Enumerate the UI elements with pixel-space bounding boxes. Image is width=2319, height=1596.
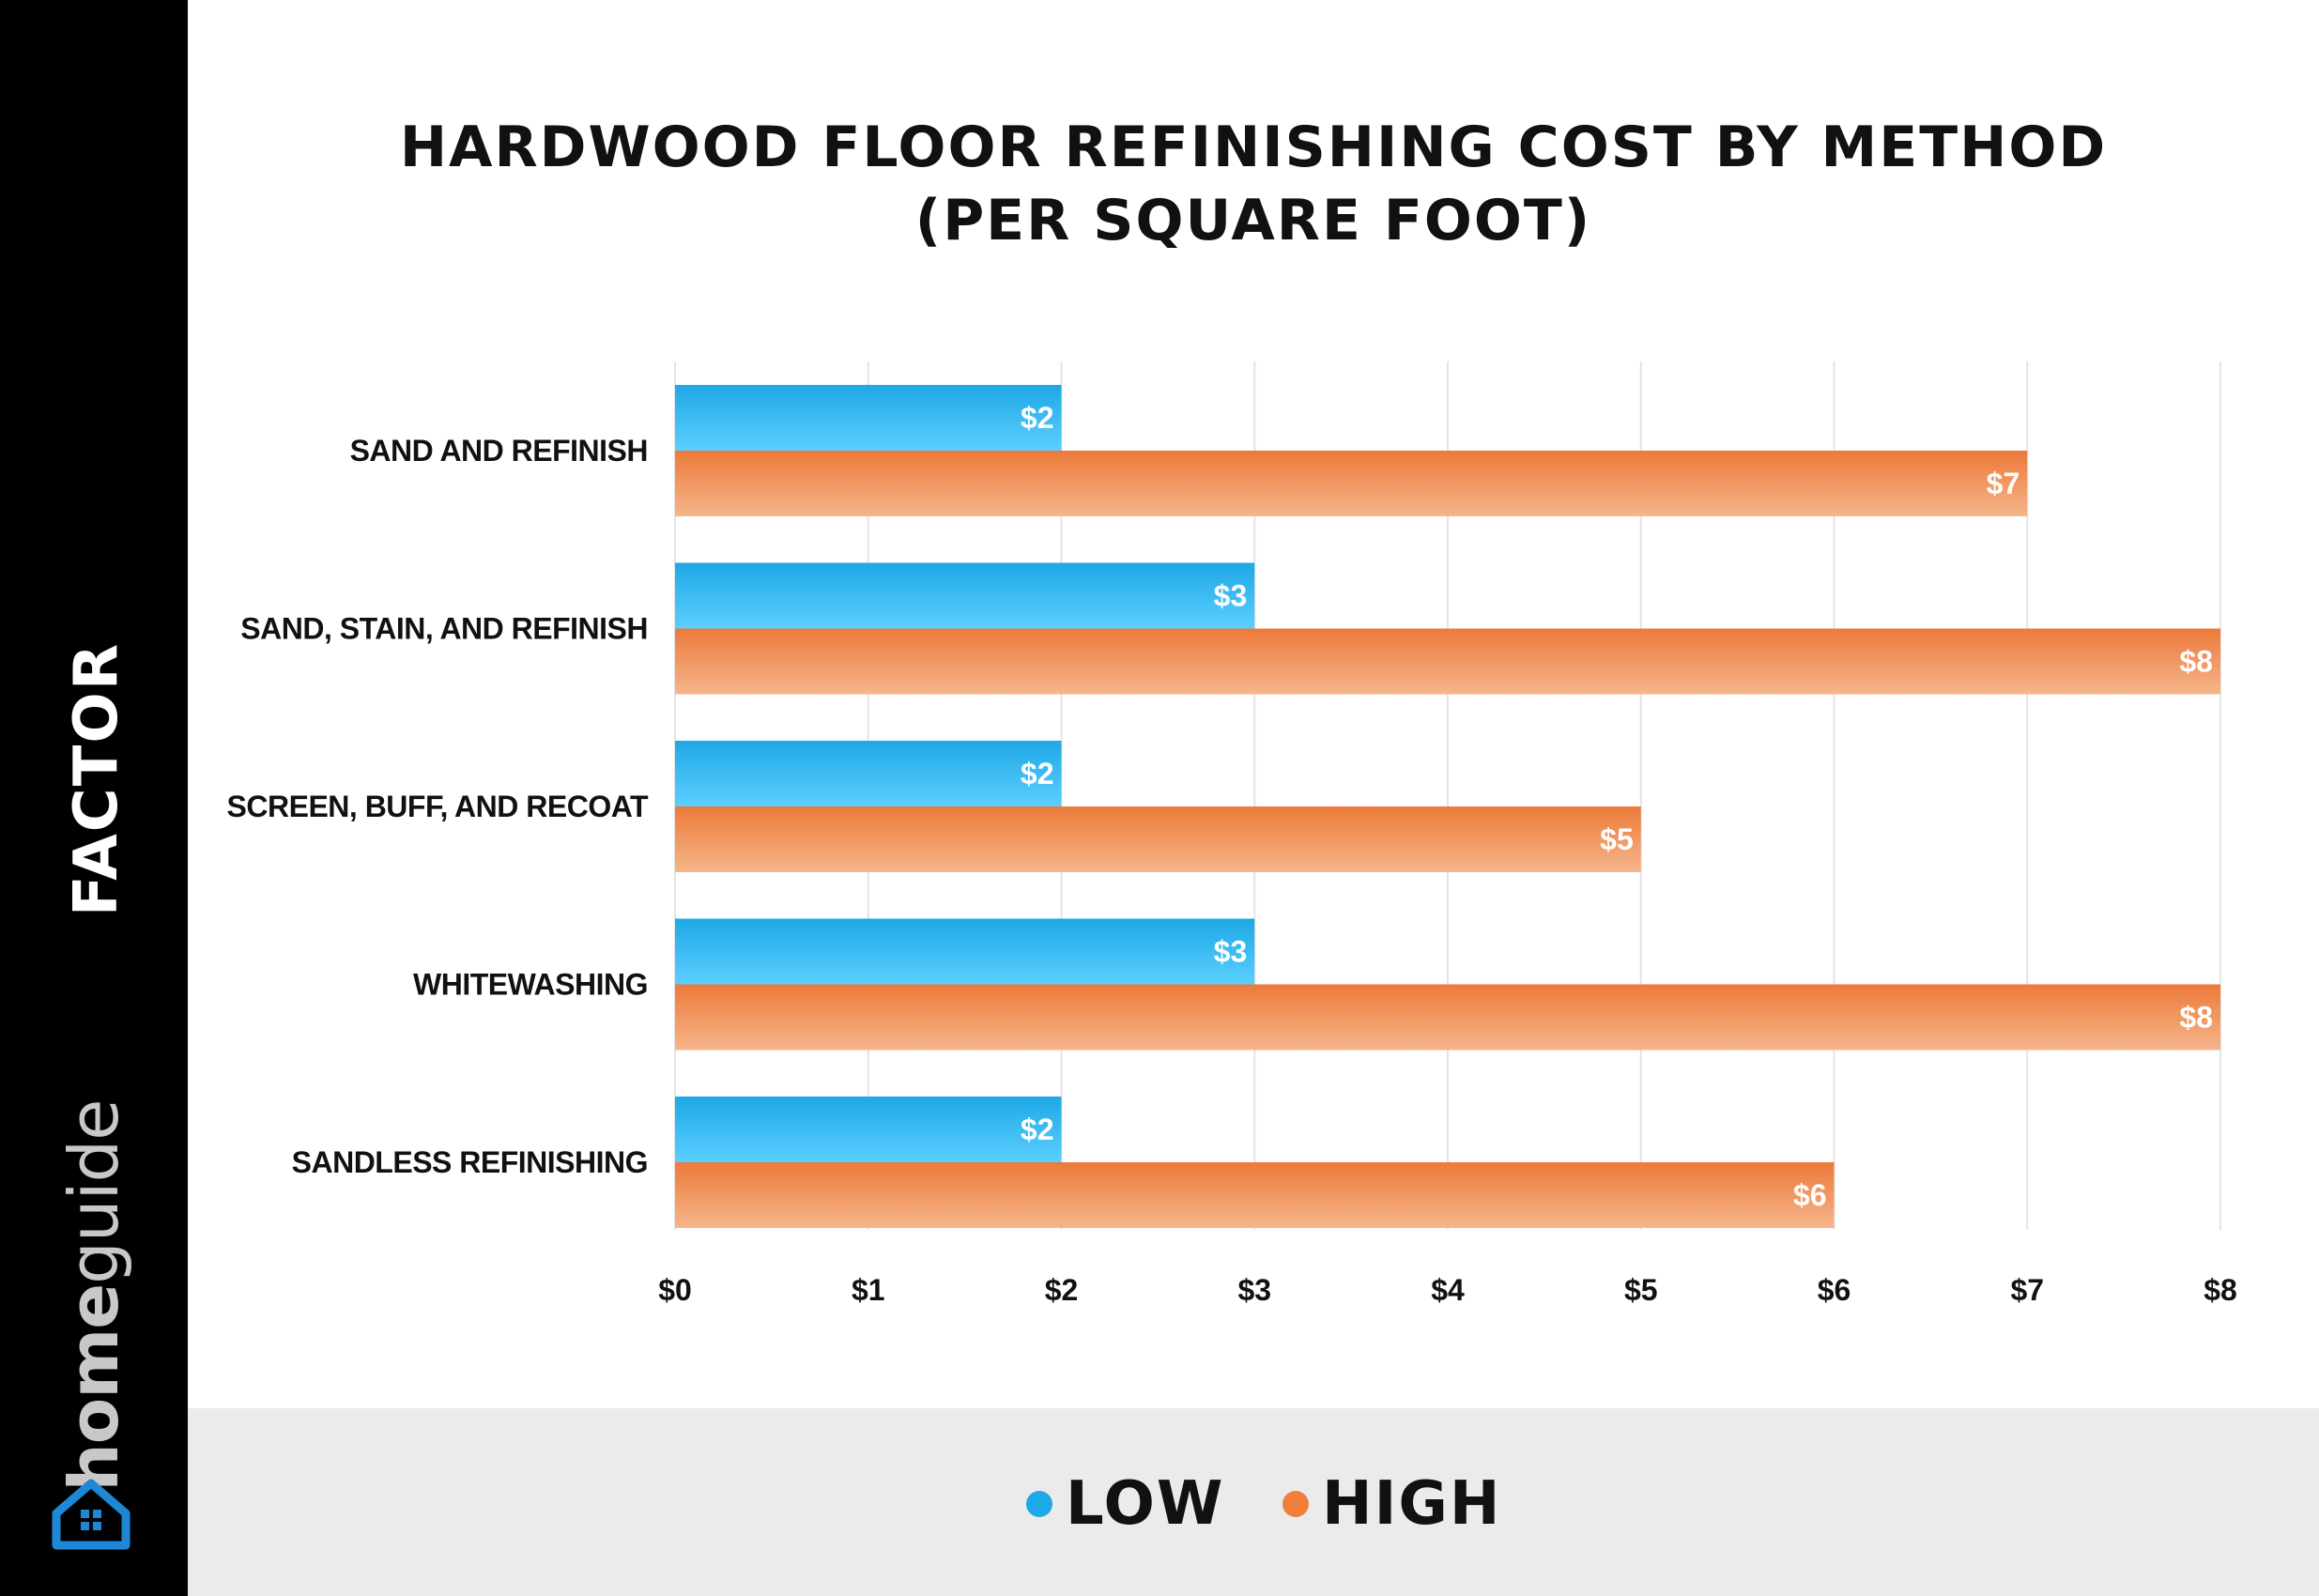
category-labels: SAND AND REFINISH SAND, STAIN, AND REFINI… [227,434,650,1179]
bar-low [675,385,1062,451]
bar-chart: $2$7$3$8$2$5$3$8$2$6 SAND AND REFINISHSA… [227,361,2237,1307]
bar-low [675,741,1062,806]
data-label-high: $8 [2179,1001,2213,1035]
legend-label-high: HIGH [1322,1469,1502,1539]
bar-high [675,1162,1835,1228]
sidebar: FACTOR homeguide [0,0,188,1596]
bar-low [675,562,1255,629]
x-tick-label: $6 [1818,1273,1851,1307]
x-tick-label: $3 [1237,1273,1271,1307]
bar-high [675,984,2220,1051]
bar-low [675,918,1255,985]
bar-low [675,1097,1062,1162]
x-tick-labels: $0 $1 $2 $3 $4 $5 $6 $7 $8 [658,1273,2237,1307]
x-tick-label: $8 [2204,1273,2237,1307]
category-label: SAND, STAIN, AND REFINISH [240,612,648,646]
legend [188,1408,2319,1596]
data-label-low: $2 [1021,401,1054,435]
legend-label-low: LOW [1066,1469,1225,1539]
data-label-low: $3 [1214,935,1248,969]
x-tick-label: $5 [1624,1273,1658,1307]
data-label-high: $7 [1987,467,2020,500]
house-logo-icon [52,1479,131,1550]
category-label: SCREEN, BUFF, AND RECOAT [227,790,649,823]
bars: $2 $7 $3 $8 $2 $5 $3 $8 $2 $6 [675,385,2220,1228]
legend-swatch-high [1282,1491,1309,1517]
chart-card [188,0,2319,1596]
x-tick-label: $0 [658,1273,692,1307]
legend-swatch-low [1026,1491,1052,1517]
data-label-low: $3 [1214,579,1248,613]
data-label-high: $8 [2179,645,2213,679]
legend-item-high: HIGH [1282,1469,1502,1539]
category-label: WHITEWASHING [413,968,648,1002]
chart-title-line-2: (PER SQUARE FOOT) [914,188,1592,253]
chart-title: HARDWOOD FLOOR REFINISHING COST BY METHO… [188,111,2319,257]
data-label-high: $6 [1793,1178,1827,1212]
category-label: SAND AND REFINISH [350,434,648,468]
data-label-high: $5 [1600,822,1634,856]
x-tick-label: $7 [2010,1273,2044,1307]
data-label-low: $2 [1021,1113,1054,1146]
chart-title-line-1: HARDWOOD FLOOR REFINISHING COST BY METHO… [399,115,2108,180]
x-tick-label: $4 [1431,1273,1465,1307]
bar-high [675,806,1641,872]
x-tick-label: $2 [1045,1273,1079,1307]
data-label-low: $2 [1021,757,1054,790]
legend-item-low: LOW [1026,1469,1225,1539]
category-label: SANDLESS REFINISHING [292,1145,648,1179]
bar-high [675,628,2220,695]
bar-high [675,451,2028,516]
x-tick-label: $1 [852,1273,885,1307]
